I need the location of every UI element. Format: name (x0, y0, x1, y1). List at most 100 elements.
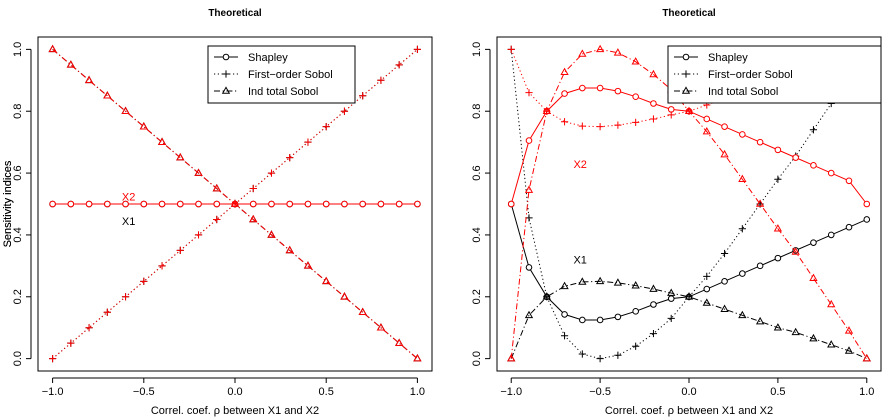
data-point (212, 183, 221, 192)
data-point (614, 313, 622, 321)
data-point (667, 288, 676, 296)
legend-box (667, 45, 882, 104)
data-point (340, 107, 349, 115)
data-point (158, 200, 166, 208)
data-point (810, 239, 817, 246)
data-point (507, 45, 515, 53)
legend-marker-plus-icon (682, 70, 690, 78)
data-point (702, 127, 711, 135)
data-point (721, 123, 728, 130)
data-point (596, 316, 604, 324)
data-point (525, 89, 533, 97)
data-point (48, 355, 57, 363)
data-point (140, 200, 148, 208)
data-point (755, 199, 765, 207)
x-tick-label: 0.5 (770, 386, 785, 398)
x-tick-label: −0.5 (133, 386, 155, 398)
y-axis-label: Sensitivity indices (2, 160, 14, 247)
y-tick-label: 0.8 (12, 104, 24, 119)
data-point (176, 246, 184, 254)
y-tick-label: 0.8 (471, 104, 483, 119)
series-x1-triangle (507, 276, 871, 362)
annotation-x2: X2 (573, 159, 586, 171)
data-point (667, 106, 675, 113)
series-x2-triangle (48, 44, 422, 362)
data-point (613, 278, 623, 286)
data-point (507, 354, 516, 362)
data-point (703, 285, 711, 293)
data-point (739, 131, 746, 138)
data-point (359, 200, 366, 208)
data-point (862, 354, 871, 362)
data-point (649, 69, 658, 78)
legend-label: First−order Sobol (708, 69, 793, 81)
legend: Shapley First−order Sobol Ind total Sobol (667, 45, 882, 104)
data-point (649, 284, 658, 292)
data-point (632, 93, 639, 100)
data-point (809, 126, 818, 134)
data-point (791, 247, 800, 255)
data-point (827, 299, 836, 308)
data-point (103, 91, 112, 99)
data-point (561, 311, 568, 318)
data-point (525, 214, 533, 222)
data-point (773, 224, 783, 232)
data-point (667, 111, 675, 119)
data-point (578, 122, 586, 130)
data-point (738, 225, 746, 233)
data-point (304, 138, 312, 146)
data-point (414, 200, 421, 208)
data-point (810, 162, 817, 169)
data-point (560, 67, 569, 76)
data-point (395, 338, 404, 346)
data-point (703, 272, 711, 280)
data-point (774, 146, 782, 154)
data-point (755, 316, 765, 325)
data-point (774, 254, 782, 262)
series-line (510, 280, 867, 360)
data-point (632, 342, 640, 350)
legend-label: Shapley (248, 52, 288, 64)
y-tick-label: 1.0 (12, 42, 24, 57)
data-point (578, 350, 586, 358)
chart-left: Theoretical −1.0 −0.5 0.0 0.5 1.0 Correl. coef… (2, 8, 433, 417)
x-tick-label: 0.5 (319, 386, 334, 398)
data-point (667, 314, 675, 323)
data-point (121, 293, 130, 301)
data-point (578, 49, 587, 57)
data-point (773, 323, 783, 331)
data-point (702, 298, 711, 306)
data-point (67, 200, 75, 208)
data-point (844, 346, 854, 354)
data-point (267, 230, 276, 238)
data-point (395, 61, 403, 69)
data-point (578, 277, 587, 285)
data-point (738, 174, 747, 183)
y-tick-label: 0.4 (471, 227, 483, 242)
annotation-x2: X2 (122, 191, 135, 203)
data-point (614, 351, 622, 359)
data-point (103, 308, 111, 316)
data-point (194, 168, 203, 176)
data-point (121, 106, 130, 115)
legend-marker-triangle-icon (681, 86, 691, 94)
data-point (632, 308, 639, 315)
data-point (632, 118, 640, 126)
data-point (720, 149, 729, 158)
data-point (195, 200, 202, 208)
data-point (49, 200, 56, 208)
data-point (377, 76, 385, 84)
data-point (863, 200, 871, 208)
x-tick-label: 1.0 (859, 386, 874, 398)
data-point (863, 216, 871, 223)
data-point (507, 200, 515, 208)
legend-label: First−order Sobol (248, 69, 333, 81)
data-point (48, 44, 57, 53)
x-tick-label: −0.5 (589, 386, 611, 398)
series-line (510, 203, 867, 321)
data-point (844, 326, 854, 334)
data-point (66, 60, 75, 68)
series-x2-triangle (507, 44, 871, 362)
data-point (650, 301, 657, 308)
data-point (230, 199, 240, 207)
